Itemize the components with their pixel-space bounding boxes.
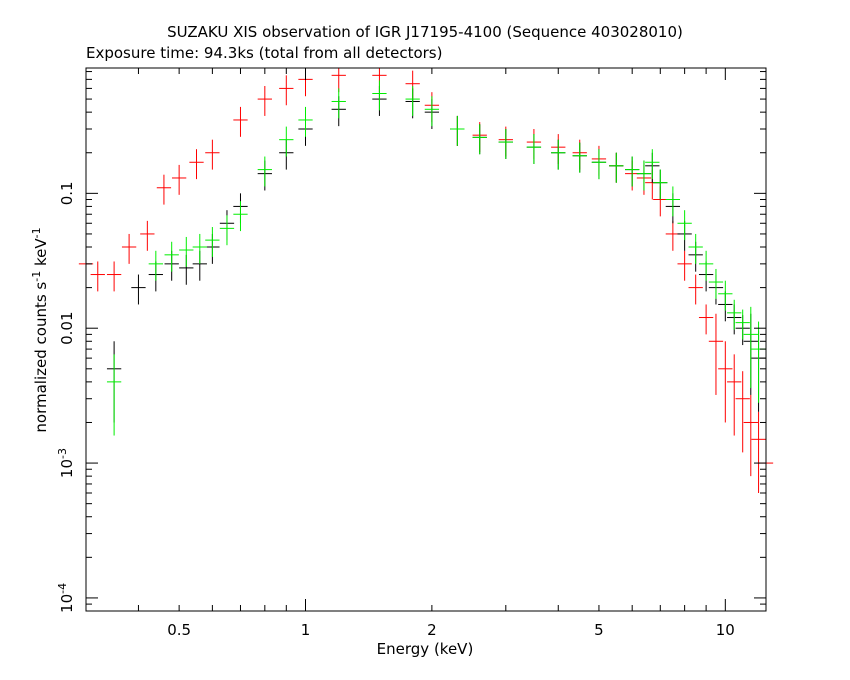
data-point (424, 96, 440, 127)
data-point (698, 250, 714, 281)
y-axis-label: normalized counts s-1 keV-1 (30, 227, 50, 432)
data-point (131, 274, 146, 305)
data-point (551, 139, 566, 170)
data-point (653, 169, 668, 200)
data-point (718, 280, 733, 311)
x-tick-label: 5 (594, 621, 604, 639)
data-point (450, 115, 465, 146)
data-point (205, 139, 220, 170)
x-tick-label: 0.5 (167, 621, 191, 639)
data-point (372, 80, 387, 111)
y-tick-label: 10-4 (56, 583, 76, 613)
x-tick-label: 1 (301, 621, 311, 639)
data-point (106, 354, 122, 436)
data-point (645, 149, 660, 180)
y-tick-label: 0.1 (58, 181, 76, 205)
data-point (148, 250, 163, 281)
data-point (90, 261, 105, 292)
data-point (192, 233, 207, 264)
data-point (279, 126, 294, 157)
data-point (609, 152, 624, 183)
data-point (331, 68, 346, 93)
data-point (164, 241, 179, 272)
data-point (106, 261, 122, 292)
series-2 (106, 86, 766, 423)
x-tick-label: 10 (716, 621, 735, 639)
data-point (727, 354, 742, 436)
data-point (727, 299, 742, 330)
data-point (405, 86, 420, 116)
data-point (233, 106, 248, 137)
data-point (591, 149, 607, 180)
data-point (472, 124, 487, 155)
data-point (156, 174, 172, 205)
data-point (751, 411, 766, 493)
data-point (677, 210, 692, 241)
axis-ticks: 0.5 1 2 5 10 0.1 0.01 10-3 10-4 (56, 68, 766, 639)
x-tick-label: 2 (427, 621, 437, 639)
data-point (233, 201, 248, 232)
data-series-layer (78, 68, 774, 517)
data-point (677, 250, 692, 281)
data-point (171, 164, 187, 195)
data-point (708, 313, 724, 395)
plot-frame (85, 67, 767, 612)
data-point (743, 394, 758, 477)
data-point (665, 186, 681, 217)
series-3 (106, 80, 766, 436)
data-point (688, 233, 703, 264)
data-point (665, 220, 681, 251)
data-point (121, 233, 137, 264)
data-point (279, 75, 294, 106)
data-point (179, 236, 194, 267)
data-point (735, 309, 750, 340)
data-point (331, 88, 346, 119)
x-axis-label: Energy (keV) (377, 640, 474, 658)
data-point (743, 306, 758, 389)
data-point (498, 128, 513, 159)
data-point (257, 156, 272, 187)
data-point (189, 149, 204, 180)
data-point (698, 304, 714, 335)
data-point (636, 160, 652, 191)
data-point (751, 321, 766, 403)
data-point (257, 86, 272, 116)
data-point (735, 371, 750, 453)
data-point (298, 106, 313, 137)
series-1 (78, 68, 774, 517)
data-point (219, 215, 235, 246)
data-point (688, 274, 703, 305)
data-point (205, 227, 220, 257)
data-point (718, 341, 733, 423)
data-point (140, 220, 155, 251)
chart-subtitle: Exposure time: 94.3ks (total from all de… (86, 44, 442, 62)
data-point (708, 268, 724, 299)
data-point (572, 142, 587, 173)
data-point (526, 134, 542, 165)
y-tick-label: 10-3 (56, 448, 76, 478)
chart-title: SUZAKU XIS observation of IGR J17195-410… (167, 23, 683, 41)
y-tick-label: 0.01 (58, 312, 76, 345)
data-point (625, 156, 640, 187)
